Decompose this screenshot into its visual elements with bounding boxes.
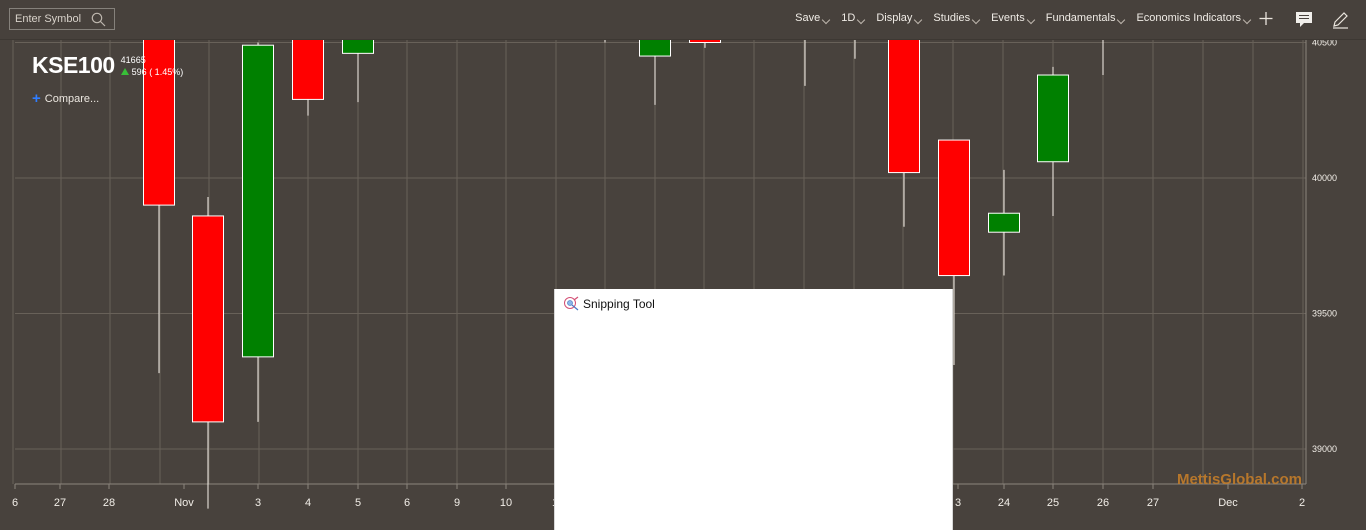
x-tick-label-6: 5 [355,497,361,509]
compare-button[interactable]: + Compare... [32,90,100,107]
x-tick-label-0: 6 [12,497,18,509]
fundamentals-menu[interactable]: Fundamentals [1046,12,1123,24]
y-tick-label-3: 40000 [1312,173,1337,183]
snipping-tool-window[interactable]: Snipping Tool [554,289,953,530]
x-tick-label-9: 10 [500,497,512,509]
x-tick-label-15: 27 [1147,497,1159,509]
display-menu[interactable]: Display [876,12,919,24]
quote-values: 41665 596 ( 1.45%) [120,53,184,78]
y-tick-label-5: 39000 [1312,444,1337,454]
x-tick-label-5: 4 [305,497,311,509]
comment-icon[interactable] [1292,8,1318,32]
candle-body-18 [938,139,970,277]
x-tick-label-2: 28 [103,497,115,509]
price-change-row: 596 ( 1.45%) [120,66,184,78]
candle-body-6 [342,40,374,54]
compare-label: Compare... [44,93,100,105]
candle-body-19 [988,212,1020,233]
candle-body-17 [888,40,920,174]
x-tick-label-14: 26 [1097,497,1109,509]
last-price: 41665 [120,55,146,65]
candle-body-20 [1037,74,1069,163]
pencil-icon[interactable] [1328,8,1354,32]
symbol-search-input[interactable]: Enter Symbol [9,8,115,30]
x-tick-label-13: 25 [1047,497,1059,509]
price-change: 596 ( 1.45%) [131,67,184,77]
candle-body-13 [689,40,721,43]
search-placeholder: Enter Symbol [15,13,82,25]
x-tick-label-12: 24 [998,497,1010,509]
plus-icon[interactable] [1253,8,1279,32]
symbol-label: KSE100 [32,52,115,78]
snipping-tool-icon [564,296,579,311]
x-tick-label-1: 27 [54,497,66,509]
x-tick-label-3: Nov [174,497,194,509]
candle-body-4 [242,44,274,358]
candle-body-5 [292,40,324,100]
chart-toolbar: Enter Symbol Save 1D Display Studies Eve… [0,0,1366,40]
plus-icon: + [32,90,41,107]
search-icon[interactable] [91,12,106,27]
save-menu[interactable]: Save [795,12,827,24]
candle-body-3 [192,215,224,423]
x-tick-label-7: 6 [404,497,410,509]
y-tick-label-2: 40500 [1312,40,1337,48]
y-tick-label-4: 39500 [1312,309,1337,319]
toolbar-menu: Save 1D Display Studies Events Fundament… [795,12,1248,24]
up-arrow-icon [120,67,129,75]
economics-indicators-menu[interactable]: Economics Indicators [1136,12,1248,24]
studies-menu[interactable]: Studies [933,12,977,24]
snipping-tool-title: Snipping Tool [583,297,655,311]
candle-body-2 [143,40,175,206]
events-menu[interactable]: Events [991,12,1032,24]
x-tick-label-8: 9 [454,497,460,509]
x-tick-label-11: 3 [955,497,961,509]
candle-body-12 [639,40,671,57]
x-tick-label-4: 3 [255,497,261,509]
x-tick-label-16: Dec [1218,497,1238,509]
watermark: MettisGlobal.com [1177,471,1302,488]
interval-menu[interactable]: 1D [841,12,862,24]
x-tick-label-17: 2 [1299,497,1305,509]
symbol-quote: KSE100 41665 596 ( 1.45%) [32,53,183,78]
